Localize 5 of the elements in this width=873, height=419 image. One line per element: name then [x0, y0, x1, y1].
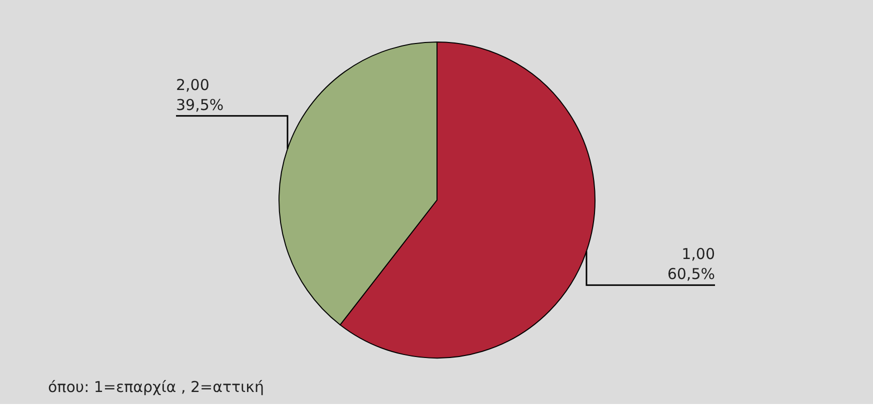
slice-label: 1,00 [682, 245, 715, 264]
data-label: 60,5% [667, 265, 715, 284]
text: όπου: 1=επαρχία , 2=αττική [48, 378, 264, 396]
data-label: 39,5% [176, 96, 224, 114]
slice-label: 2,00 [176, 76, 210, 94]
